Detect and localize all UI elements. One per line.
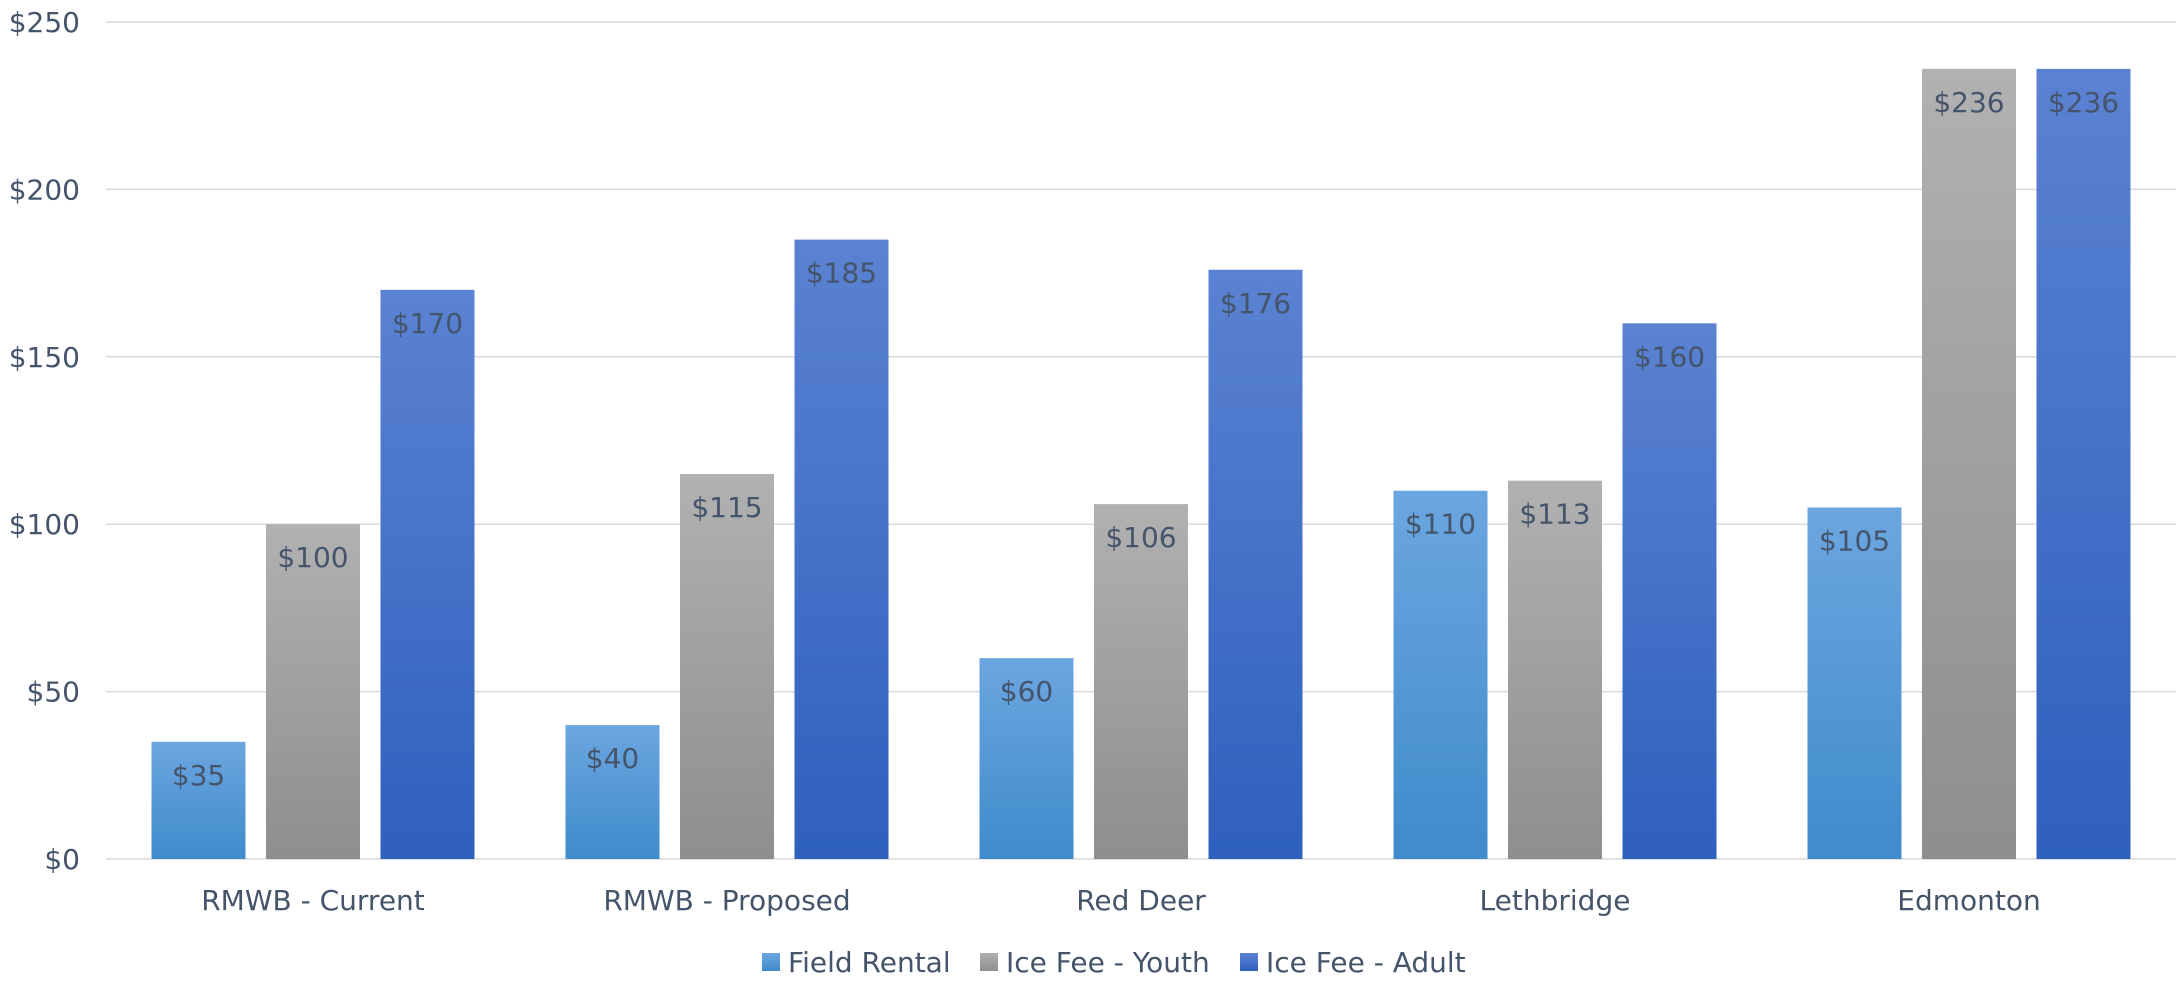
- data-label: $170: [392, 307, 463, 340]
- data-label: $176: [1220, 287, 1291, 320]
- x-tick-label: RMWB - Current: [201, 884, 425, 917]
- x-tick-label: Lethbridge: [1480, 884, 1631, 917]
- data-label: $113: [1519, 498, 1590, 531]
- data-label: $35: [172, 759, 225, 792]
- legend-label: Ice Fee - Youth: [1006, 946, 1210, 977]
- x-tick-label: RMWB - Proposed: [603, 884, 850, 917]
- y-tick-label: $200: [9, 173, 80, 206]
- x-axis: RMWB - Current RMWB - Proposed Red Deer Let…: [201, 884, 2041, 917]
- y-tick-label: $50: [27, 676, 80, 709]
- data-label: $106: [1105, 521, 1176, 554]
- legend: Field Rental Ice Fee - Youth Ice Fee - Adu…: [762, 946, 1466, 979]
- legend-swatch: [762, 953, 780, 971]
- y-tick-label: $100: [9, 508, 80, 541]
- y-tick-label: $150: [9, 341, 80, 374]
- bar: [794, 239, 889, 859]
- bar: [1622, 323, 1717, 859]
- y-tick-label: $0: [44, 843, 80, 876]
- data-label: $236: [1933, 86, 2004, 119]
- data-labels: $35 $100 $170 $40 $115 $185 $60 $106 $176 $110 $11…: [172, 86, 2119, 792]
- data-label: $160: [1634, 340, 1705, 373]
- bar: [565, 725, 660, 859]
- bars: [151, 68, 2131, 860]
- data-label: $40: [586, 742, 639, 775]
- x-tick-label: Red Deer: [1076, 884, 1206, 917]
- bar: [266, 524, 360, 859]
- legend-swatch: [980, 953, 998, 971]
- data-label: $60: [1000, 675, 1053, 708]
- y-tick-label: $250: [9, 6, 80, 39]
- legend-label: Ice Fee - Adult: [1266, 946, 1466, 977]
- bar: [2036, 68, 2131, 859]
- data-label: $100: [277, 541, 348, 574]
- data-label: $110: [1405, 508, 1476, 541]
- bar: [1393, 490, 1488, 859]
- legend-swatch: [1240, 953, 1258, 971]
- y-axis: $0 $50 $100 $150 $200 $250: [9, 6, 80, 876]
- bar: [380, 289, 475, 860]
- x-tick-label: Edmonton: [1897, 884, 2040, 917]
- bar: [1922, 68, 2016, 859]
- bar: [1094, 504, 1188, 859]
- data-label: $236: [2048, 86, 2119, 119]
- bar: [151, 741, 246, 859]
- bar: [1807, 507, 1902, 859]
- bar: [1208, 269, 1303, 859]
- data-label: $185: [806, 257, 877, 290]
- bar: [680, 473, 774, 859]
- data-label: $115: [691, 491, 762, 524]
- bar: [1508, 480, 1602, 859]
- bar: [979, 658, 1074, 859]
- data-label: $105: [1819, 524, 1890, 557]
- legend-label: Field Rental: [788, 946, 951, 977]
